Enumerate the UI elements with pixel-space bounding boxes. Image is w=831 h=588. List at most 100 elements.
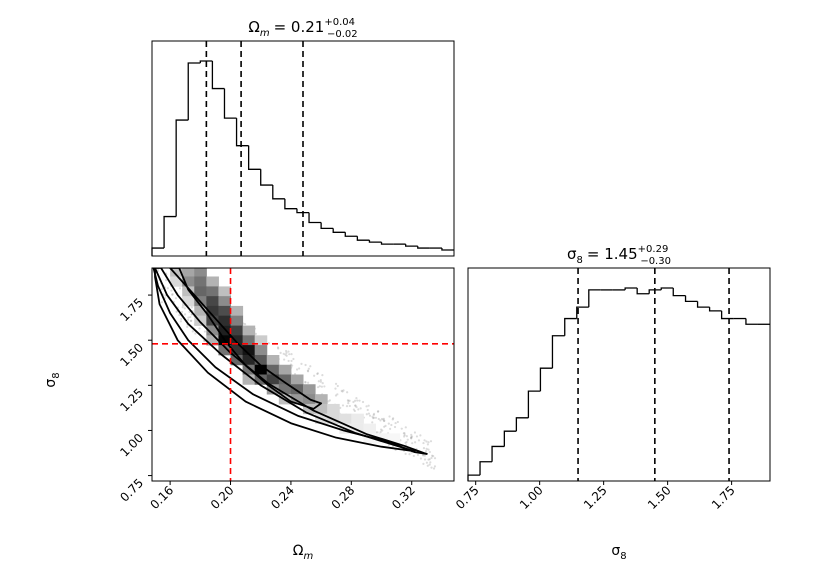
omega-m-hist-bin: [260, 169, 273, 186]
joint-sample-dot: [189, 315, 192, 319]
omega-m-hist-bin: [211, 61, 225, 90]
joint-sample-dot: [423, 458, 427, 461]
joint-sample-dot: [284, 349, 288, 353]
joint-sample-dot: [428, 458, 431, 461]
joint-density-cell: [194, 315, 207, 326]
joint-sample-dot: [432, 455, 435, 458]
joint-sample-dot: [319, 380, 322, 383]
joint-sample-dot: [377, 410, 380, 413]
sigma-8-hist-bin: [708, 307, 722, 312]
joint-sample-dot: [384, 424, 387, 427]
omega-m-hist-bin: [199, 60, 213, 63]
joint-sample-dot: [403, 432, 406, 435]
joint-sample-dot: [295, 368, 299, 371]
sigma-8-x-axis-label: σ8: [611, 543, 626, 562]
joint-sample-dot: [162, 258, 164, 260]
joint-sample-dot: [411, 442, 414, 445]
joint-sample-dot: [287, 350, 290, 353]
joint-sample-dot: [164, 294, 167, 297]
joint-axes-frame: [151, 267, 455, 482]
joint-sample-dot: [356, 399, 359, 402]
joint-sample-dot: [366, 408, 369, 412]
joint-sample-dot: [158, 242, 160, 244]
joint-sample-dot: [336, 384, 339, 388]
joint-sample-dot: [410, 436, 413, 439]
joint-sample-dot: [404, 441, 407, 445]
joint-density-cell: [290, 384, 304, 395]
joint-x-ticks: 0.16 0.20 0.24 0.28 0.32: [147, 481, 418, 512]
sigma-8-axes-frame: [467, 267, 771, 482]
sigma-8-hist-bin: [491, 445, 505, 462]
joint-credible-contours: [152, 268, 428, 455]
sigma-8-hist-bin: [503, 430, 517, 447]
joint-xtick-label: 0.16: [147, 483, 176, 512]
joint-sample-dot: [404, 426, 407, 429]
joint-sample-dot: [334, 387, 337, 390]
joint-sample-dot: [290, 359, 293, 363]
joint-density-cell: [230, 305, 244, 317]
joint-sample-dot: [203, 330, 206, 333]
joint-density-cell: [303, 384, 316, 395]
joint-sample-dot: [298, 367, 301, 370]
joint-sample-dot: [328, 399, 332, 402]
sigma-8-hist-bin: [515, 417, 529, 432]
joint-sample-dot: [371, 421, 374, 424]
joint-density-cell: [327, 403, 340, 415]
joint-density-cell: [266, 374, 280, 385]
joint-sample-dot: [190, 306, 193, 309]
sigma-8-hist-bin: [672, 288, 686, 297]
joint-density-cell: [242, 335, 256, 346]
joint-sample-dot: [347, 399, 350, 403]
sigma-8-xtick-label: 0.75: [453, 483, 482, 512]
joint-sample-dot: [426, 443, 429, 446]
joint-sample-dot: [287, 359, 290, 363]
joint-sample-dot: [372, 412, 376, 415]
joint-sample-dot: [430, 466, 433, 469]
joint-sample-dot: [412, 454, 415, 458]
joint-sample-dot: [396, 420, 399, 424]
joint-density-cell: [182, 286, 195, 297]
joint-sample-dot: [307, 381, 310, 384]
joint-density-cell: [218, 305, 232, 317]
omega-m-hist-bin: [356, 236, 370, 241]
joint-sample-dot: [410, 435, 414, 438]
joint-sample-dot: [353, 409, 356, 413]
joint-sample-dot: [190, 313, 193, 316]
joint-density-cell: [339, 413, 352, 424]
joint-sample-dot: [304, 380, 307, 384]
sigma-8-xtick-label: 1.00: [517, 483, 546, 512]
joint-ytick-label: 1.00: [117, 431, 146, 460]
joint-sample-dot: [392, 417, 395, 420]
joint-sample-dot: [316, 372, 319, 375]
joint-sample-dot: [254, 332, 257, 335]
joint-density-cell: [315, 403, 328, 415]
omega-m-hist-bin: [332, 228, 346, 233]
joint-sample-dot: [357, 408, 360, 411]
joint-sample-dot: [352, 400, 355, 404]
joint-sample-dot: [419, 434, 422, 437]
joint-density-cell: [218, 325, 232, 336]
joint-sample-dot: [276, 346, 280, 349]
joint-sample-dot: [388, 415, 391, 418]
joint-sample-dot: [423, 439, 426, 442]
joint-y-axis-label: σ8: [43, 372, 62, 387]
joint-density-cell: [254, 355, 268, 366]
joint-sample-dot: [354, 404, 357, 407]
joint-sample-dot: [187, 316, 190, 319]
joint-sample-dot: [158, 266, 160, 268]
joint-sample-dot: [417, 439, 421, 442]
joint-density-cell: [278, 374, 292, 385]
omega-m-hist-bin: [175, 119, 189, 217]
joint-sample-dot: [345, 405, 349, 408]
omega-m-hist-bin: [284, 198, 297, 210]
joint-density-cell: [254, 345, 268, 356]
joint-sample-dot: [403, 433, 406, 437]
joint-sample-dot: [433, 465, 437, 468]
joint-sample-dot: [178, 287, 182, 290]
joint-sample-dot: [422, 462, 425, 465]
joint-sample-dot: [403, 435, 406, 438]
joint-sample-dot: [367, 412, 370, 415]
omega-m-hist-bin: [187, 62, 201, 121]
sigma-8-hist-bin: [720, 310, 734, 320]
joint-sample-dot: [353, 399, 357, 402]
